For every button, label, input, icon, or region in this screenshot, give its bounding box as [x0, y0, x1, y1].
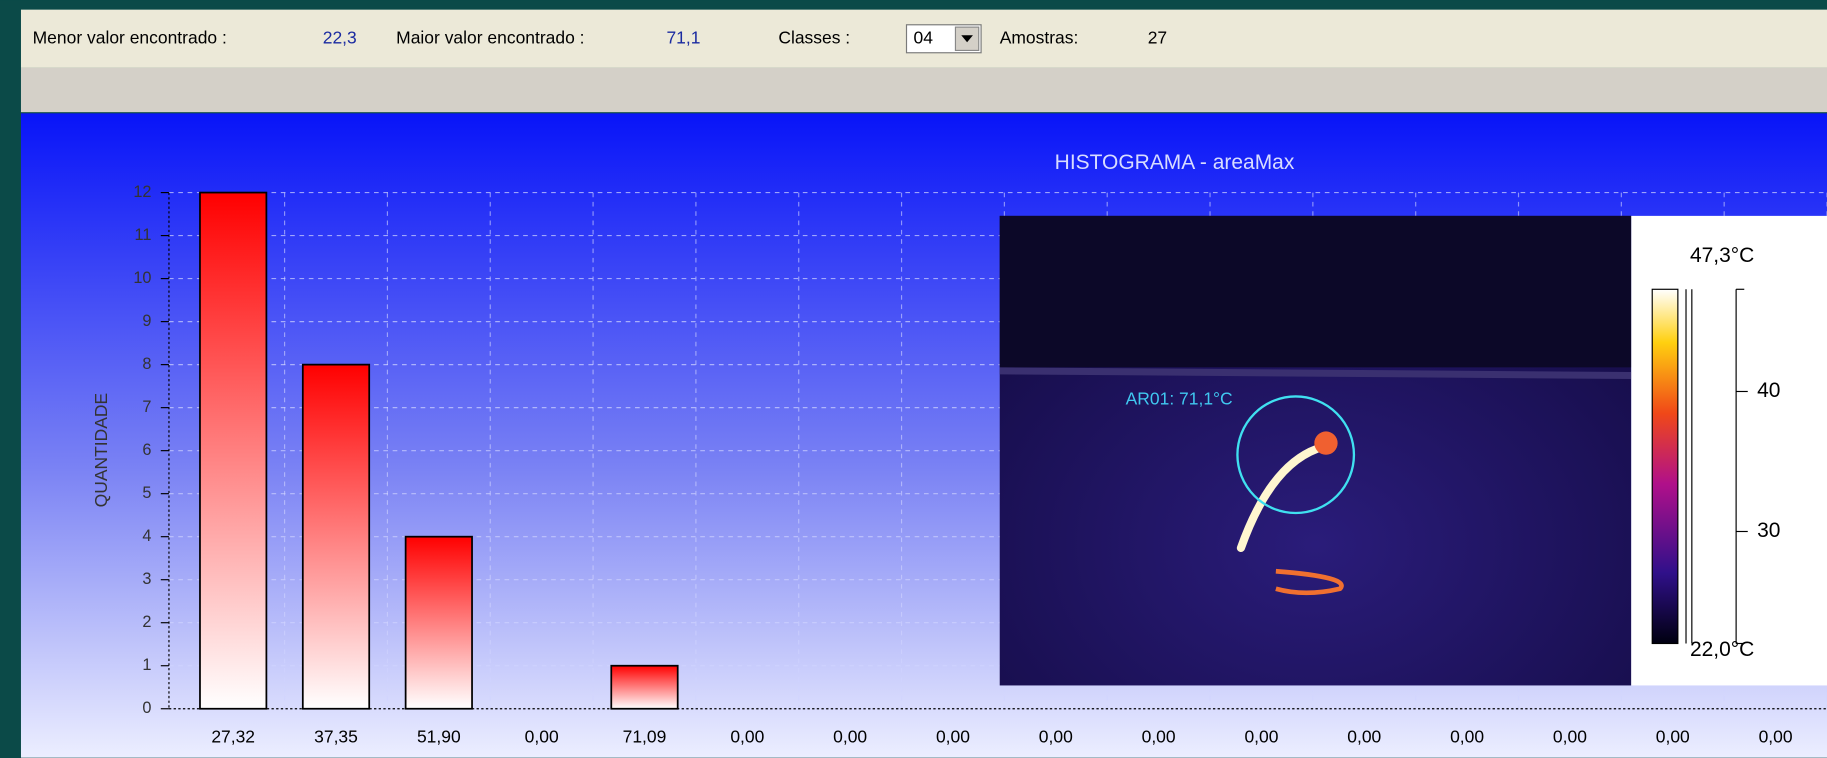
- y-tick-label: 0: [142, 699, 151, 717]
- y-tick-label: 2: [142, 613, 151, 631]
- x-tick-label: 0,00: [1656, 726, 1690, 746]
- bar: [200, 193, 266, 709]
- min-label: Menor valor encontrado :: [33, 27, 227, 47]
- min-value: 22,3: [323, 27, 357, 47]
- x-tick-label: 71,09: [623, 726, 667, 746]
- y-tick-label: 11: [135, 226, 152, 244]
- classes-label: Classes :: [778, 27, 850, 47]
- x-tick-label: 0,00: [1450, 726, 1484, 746]
- scale-tick-label: 30: [1757, 519, 1780, 542]
- scale-end-label: 47,3°C: [1690, 244, 1754, 267]
- classes-value: 04: [914, 27, 934, 47]
- max-label: Maior valor encontrado :: [396, 27, 584, 47]
- x-tick-label: 0,00: [525, 726, 559, 746]
- area-label: AR01: 71,1°C: [1126, 389, 1233, 409]
- x-tick-label: 0,00: [1142, 726, 1176, 746]
- thermal-dark-region: [1000, 216, 1632, 367]
- max-value: 71,1: [666, 27, 700, 47]
- y-tick-label: 1: [142, 656, 151, 674]
- x-tick-label: 0,00: [1347, 726, 1381, 746]
- y-tick-label: 3: [142, 570, 151, 588]
- y-tick-label: 5: [142, 484, 151, 502]
- x-tick-label: 37,35: [314, 726, 358, 746]
- chart-title: HISTOGRAMA - areaMax: [1055, 151, 1295, 174]
- x-tick-label: 27,32: [211, 726, 255, 746]
- thermal-inset: AR01: 71,1°C 22,0°C 30 40 47,3°C: [1000, 216, 1827, 686]
- y-tick-label: 7: [142, 398, 151, 416]
- y-tick-label: 8: [142, 355, 151, 373]
- thermal-edge: [1000, 371, 1632, 376]
- y-tick-label: 6: [142, 441, 151, 459]
- bar: [611, 666, 677, 709]
- x-tick-label: 51,90: [417, 726, 461, 746]
- x-tick-label: 0,00: [833, 726, 867, 746]
- y-axis-label: QUANTIDADE: [91, 393, 111, 508]
- x-tick-label: 0,00: [1039, 726, 1073, 746]
- x-tick-label: 0,00: [730, 726, 764, 746]
- scale-tick-label: 40: [1757, 379, 1780, 402]
- screen: Menor valor encontrado : 22,3 Maior valo…: [0, 0, 1827, 758]
- x-tick-label: 0,00: [1244, 726, 1278, 746]
- y-tick-label: 12: [133, 183, 151, 201]
- hot-spot: [1314, 431, 1337, 454]
- bar: [303, 365, 369, 709]
- x-tick-label: 0,00: [1759, 726, 1793, 746]
- y-tick-label: 9: [142, 312, 151, 330]
- x-tick-label: 0,00: [936, 726, 970, 746]
- y-tick-label: 4: [142, 527, 151, 545]
- bar: [406, 537, 472, 709]
- samples-value: 27: [1148, 27, 1167, 47]
- x-tick-label: 0,00: [1553, 726, 1587, 746]
- y-tick-label: 10: [133, 269, 151, 287]
- scale-end-label: 22,0°C: [1690, 638, 1754, 661]
- toolbar-strip: [21, 68, 1827, 112]
- samples-label: Amostras:: [1000, 27, 1079, 47]
- color-bar: [1652, 289, 1678, 643]
